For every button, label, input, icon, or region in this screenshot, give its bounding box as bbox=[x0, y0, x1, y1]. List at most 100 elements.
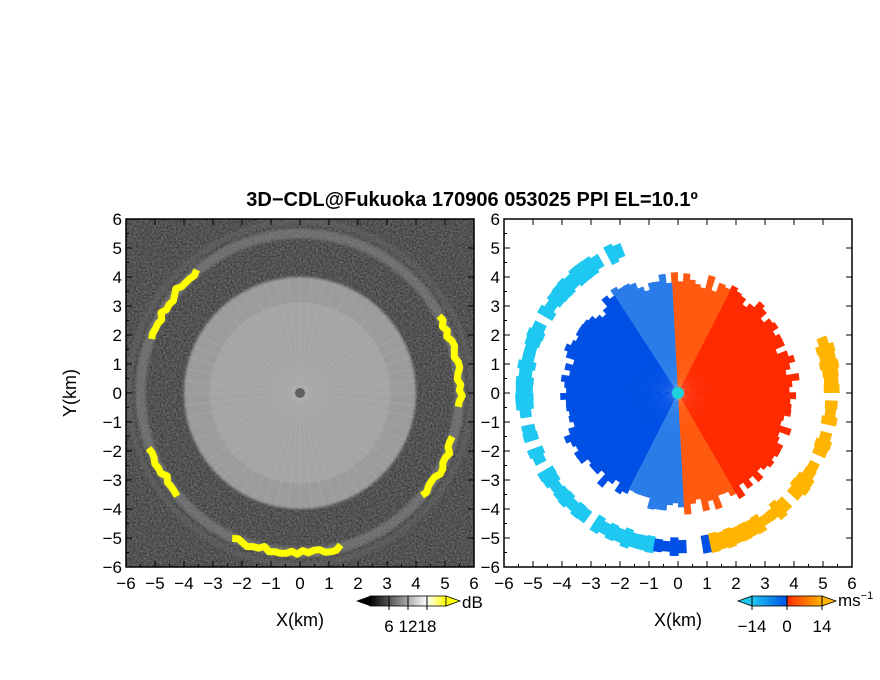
reflectivity-radial-streak bbox=[263, 392, 301, 504]
velocity-echo bbox=[515, 243, 840, 556]
velocity-ring-sector bbox=[515, 393, 534, 403]
y-tick-label: 3 bbox=[491, 297, 500, 316]
velocity-ring-sector bbox=[568, 265, 588, 287]
reflectivity-radial-streak bbox=[299, 392, 401, 452]
velocity-x-axis-label: X(km) bbox=[654, 610, 702, 630]
x-tick-label: 6 bbox=[469, 574, 478, 593]
reflectivity-radial-streak bbox=[299, 324, 395, 394]
y-tick-label: −2 bbox=[103, 442, 122, 461]
velocity-echo-sector bbox=[678, 330, 776, 393]
reflectivity-colorbar-high-extend bbox=[445, 595, 462, 607]
velocity-ring-sector bbox=[821, 367, 839, 378]
velocity-echo-sector bbox=[582, 319, 678, 393]
reflectivity-radial-streak bbox=[231, 298, 301, 394]
reflectivity-high-echo-arc bbox=[420, 435, 456, 499]
velocity-colorbar-unit-base: ms bbox=[838, 591, 861, 610]
velocity-echo-sector bbox=[574, 393, 678, 460]
velocity-echo-sector bbox=[678, 393, 784, 452]
velocity-echo-sector bbox=[601, 313, 678, 393]
velocity-echo-sector bbox=[678, 307, 767, 393]
y-tick-label: 5 bbox=[491, 239, 500, 258]
reflectivity-radial-streak bbox=[299, 392, 416, 406]
reflectivity-radial-streak bbox=[299, 392, 411, 430]
x-tick-label: −3 bbox=[203, 574, 222, 593]
colorbar-tick-label: 6 bbox=[384, 617, 393, 636]
velocity-echo-sector bbox=[678, 393, 729, 495]
reflectivity-colorbar-unit: dB bbox=[462, 593, 483, 612]
velocity-echo-sector bbox=[678, 393, 781, 458]
reflectivity-radial-streak bbox=[241, 392, 301, 494]
y-tick-label: 1 bbox=[113, 355, 122, 374]
velocity-colorbar-low-extend bbox=[736, 595, 753, 607]
velocity-ring-sector bbox=[590, 253, 605, 271]
velocity-ring-sector bbox=[604, 522, 620, 542]
y-tick-label: −6 bbox=[481, 558, 500, 577]
velocity-ring-sector bbox=[776, 496, 793, 513]
velocity-ring-sector bbox=[526, 445, 546, 460]
reflectivity-radial-streak bbox=[193, 392, 301, 441]
reflectivity-radial-streak bbox=[241, 292, 301, 394]
reflectivity-radial-streak bbox=[299, 392, 337, 504]
velocity-echo-sector bbox=[678, 318, 774, 393]
velocity-ring-sector bbox=[551, 284, 571, 303]
velocity-ring-sector bbox=[515, 384, 533, 394]
reflectivity-high-echo-arc bbox=[436, 313, 466, 408]
velocity-ring-sector bbox=[521, 351, 536, 363]
velocity-echo-sector bbox=[678, 393, 723, 510]
velocity-ring-sector bbox=[612, 243, 626, 260]
reflectivity-radial-streak bbox=[189, 356, 301, 394]
reflectivity-radial-streak bbox=[299, 298, 369, 394]
velocity-ring-sector bbox=[515, 400, 534, 411]
velocity-echo-sector bbox=[560, 374, 678, 393]
velocity-echo-sector bbox=[678, 289, 717, 393]
y-tick-label: −2 bbox=[481, 442, 500, 461]
velocity-echo-sector bbox=[601, 393, 678, 475]
velocity-echo-sector bbox=[678, 393, 776, 461]
velocity-echo-sector bbox=[678, 393, 791, 405]
velocity-echo-sector bbox=[678, 285, 739, 393]
velocity-ring-sector bbox=[518, 367, 533, 379]
reflectivity-radial-streak bbox=[299, 380, 416, 394]
velocity-ring-sector bbox=[546, 291, 565, 308]
velocity-echo-sector bbox=[601, 295, 678, 393]
reflectivity-radial-streak bbox=[299, 392, 369, 488]
velocity-ring-sector bbox=[612, 527, 626, 544]
velocity-echo-sector bbox=[678, 286, 731, 393]
velocity-echo-sector bbox=[577, 393, 678, 464]
reflectivity-radial-streak bbox=[299, 286, 348, 394]
x-tick-label: 1 bbox=[702, 574, 711, 593]
reflectivity-radial-streak bbox=[299, 392, 407, 441]
velocity-echo-sector bbox=[565, 350, 678, 393]
velocity-ring-sector bbox=[722, 527, 738, 549]
velocity-echo-sector bbox=[678, 317, 765, 393]
reflectivity-radial-streak bbox=[213, 315, 301, 394]
velocity-ring-sector bbox=[574, 260, 594, 282]
x-tick-label: 2 bbox=[353, 574, 362, 593]
x-tick-label: 5 bbox=[818, 574, 827, 593]
velocity-echo-sector bbox=[678, 393, 785, 422]
velocity-ring-sector bbox=[824, 400, 838, 410]
velocity-echo-sector bbox=[563, 393, 678, 444]
velocity-ring-sector bbox=[570, 501, 587, 519]
radar-site-marker bbox=[295, 388, 305, 398]
velocity-echo-sector bbox=[678, 348, 778, 393]
velocity-axis-ticks bbox=[503, 218, 853, 568]
velocity-ring-sector bbox=[707, 531, 721, 553]
y-tick-label: 2 bbox=[113, 326, 122, 345]
x-tick-label: −2 bbox=[610, 574, 629, 593]
velocity-echo-sector bbox=[572, 359, 678, 393]
colorbar-tick-label: 0 bbox=[782, 617, 791, 636]
velocity-echo-sector bbox=[678, 279, 696, 393]
reflectivity-radial-streak bbox=[287, 277, 301, 394]
reflectivity-radial-streak bbox=[184, 380, 301, 394]
velocity-ring-sector bbox=[556, 277, 576, 297]
velocity-ring-sector bbox=[581, 256, 600, 277]
velocity-echo-sector bbox=[678, 393, 764, 483]
y-tick-label: 3 bbox=[113, 297, 122, 316]
velocity-ring-sector bbox=[789, 477, 811, 496]
velocity-ring-sector bbox=[598, 520, 612, 536]
velocity-echo-sector bbox=[678, 392, 797, 400]
reflectivity-radial-streak bbox=[263, 282, 301, 394]
y-tick-label: −3 bbox=[103, 471, 122, 490]
velocity-echo-sector bbox=[678, 393, 724, 496]
